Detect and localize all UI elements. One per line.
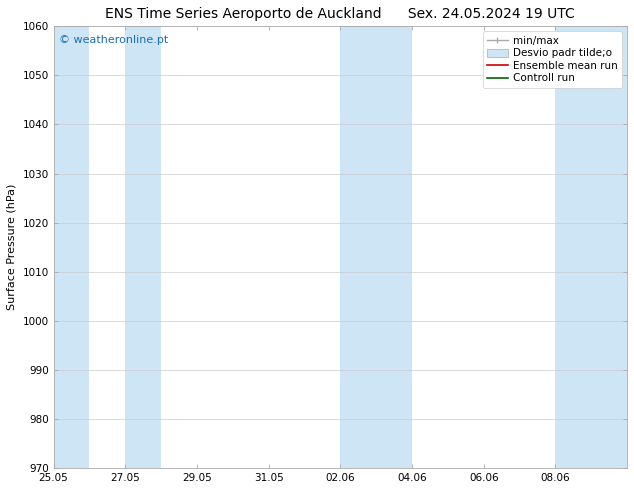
Bar <box>592 26 627 468</box>
Bar <box>126 26 161 468</box>
Bar <box>376 26 412 468</box>
Y-axis label: Surface Pressure (hPa): Surface Pressure (hPa) <box>7 184 17 311</box>
Bar <box>340 26 376 468</box>
Title: ENS Time Series Aeroporto de Auckland      Sex. 24.05.2024 19 UTC: ENS Time Series Aeroporto de Auckland Se… <box>105 7 575 21</box>
Legend: min/max, Desvio padr tilde;o, Ensemble mean run, Controll run: min/max, Desvio padr tilde;o, Ensemble m… <box>482 31 622 88</box>
Bar <box>555 26 592 468</box>
Text: © weatheronline.pt: © weatheronline.pt <box>60 35 169 45</box>
Bar <box>54 26 89 468</box>
